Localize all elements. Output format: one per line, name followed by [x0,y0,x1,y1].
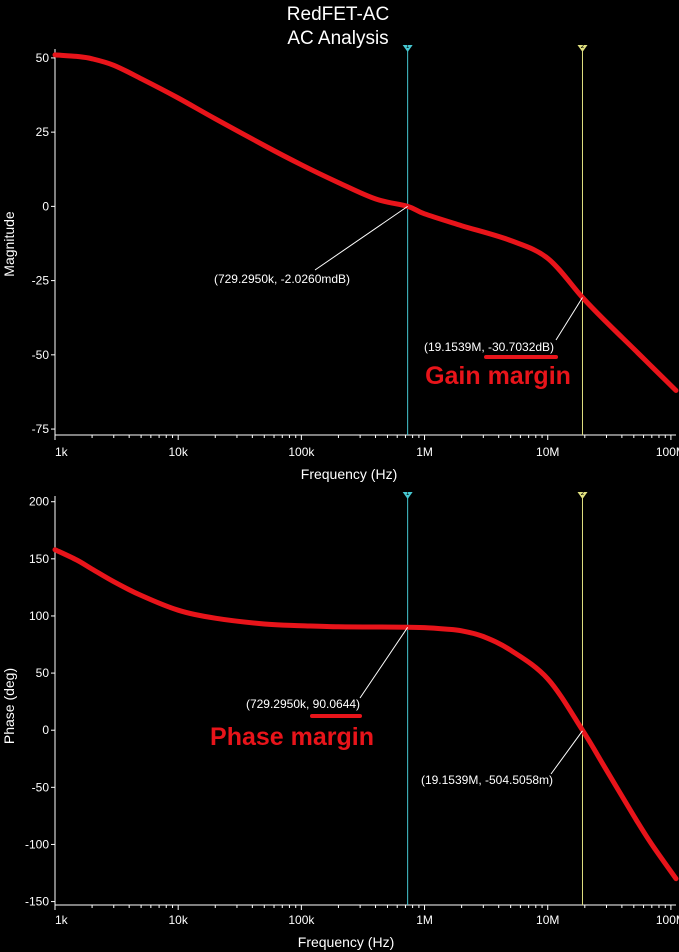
phase-y-axis-label: Phase (deg) [1,668,17,744]
phase-x-tick-label: 10k [169,913,189,927]
phase-cursor-2-flag-label: 2 [581,490,585,497]
phase-cursor-2-readout: (19.1539M, -504.5058m) [421,773,553,787]
magnitude-cursor-2-leader [555,297,583,341]
magnitude-x-tick-label: 10k [169,445,189,459]
magnitude-y-tick-label: -75 [32,422,50,436]
magnitude-y-tick-label: -50 [32,348,50,362]
magnitude-cursor-1-flag-label: 1 [406,43,410,50]
magnitude-cursor-2-readout: (19.1539M, -30.7032dB) [424,340,554,354]
phase-cursor-1-flag-label: 1 [406,490,410,497]
magnitude-y-tick-label: -25 [32,274,50,288]
phase-y-tick-label: -50 [32,780,50,794]
chart-subtitle: AC Analysis [287,28,388,49]
magnitude-plot: 50 25 0 -25 -50 -75 1k 10k 100k 1M 10M 100M 1 2 (729.2… [32,43,679,459]
phase-x-tick-label: 100k [288,913,315,927]
phase-cursor-2-flag[interactable] [577,492,588,499]
magnitude-y-tick-label: 50 [36,51,50,65]
phase-x-tick-label: 1M [416,913,433,927]
magnitude-cursor-1-readout: (729.2950k, -2.0260mdB) [214,272,350,286]
phase-series-line [52,547,679,882]
phase-cursor-1-flag[interactable] [402,492,413,499]
magnitude-x-tick-label: 10M [536,445,559,459]
phase-x-tick-label: 10M [536,913,559,927]
magnitude-cursor-1-flag[interactable] [402,45,413,52]
magnitude-x-tick-label: 1M [416,445,433,459]
magnitude-y-axis-label: Magnitude [1,211,17,277]
magnitude-x-tick-label: 100M [656,445,679,459]
phase-y-tick-label: 200 [29,495,49,509]
magnitude-series-line [52,52,679,393]
magnitude-y-tick-label: 0 [42,199,49,213]
phase-x-tick-label: 1k [55,913,69,927]
magnitude-cursor-2-flag-label: 2 [581,43,585,50]
phase-plot: 200 150 100 50 0 -50 -100 -150 1k 10k 100k 1M 10M 100… [25,490,679,927]
magnitude-x-tick-label: 1k [55,445,69,459]
gain-margin-annotation: Gain margin [425,362,571,390]
magnitude-x-axis-label: Frequency (Hz) [301,466,397,482]
chart-title: RedFET-AC [287,4,389,25]
magnitude-cursor-2-flag[interactable] [577,45,588,52]
phase-cursor-1-readout: (729.2950k, 90.0644) [246,697,360,711]
phase-x-tick-label: 100M [656,913,679,927]
phase-y-tick-label: 50 [36,666,50,680]
phase-cursor-1-leader [359,627,409,699]
phase-x-axis-label: Frequency (Hz) [298,934,394,950]
phase-margin-annotation: Phase margin [210,723,374,751]
magnitude-cursor-1-leader [314,205,408,271]
phase-y-tick-label: 150 [29,552,49,566]
phase-y-tick-label: 0 [42,723,49,737]
phase-y-tick-label: -100 [25,837,49,851]
magnitude-x-tick-label: 100k [288,445,315,459]
phase-y-tick-label: -150 [25,895,49,909]
phase-cursor-2-leader [550,730,583,775]
phase-y-tick-label: 100 [29,609,49,623]
magnitude-y-tick-label: 25 [36,125,50,139]
